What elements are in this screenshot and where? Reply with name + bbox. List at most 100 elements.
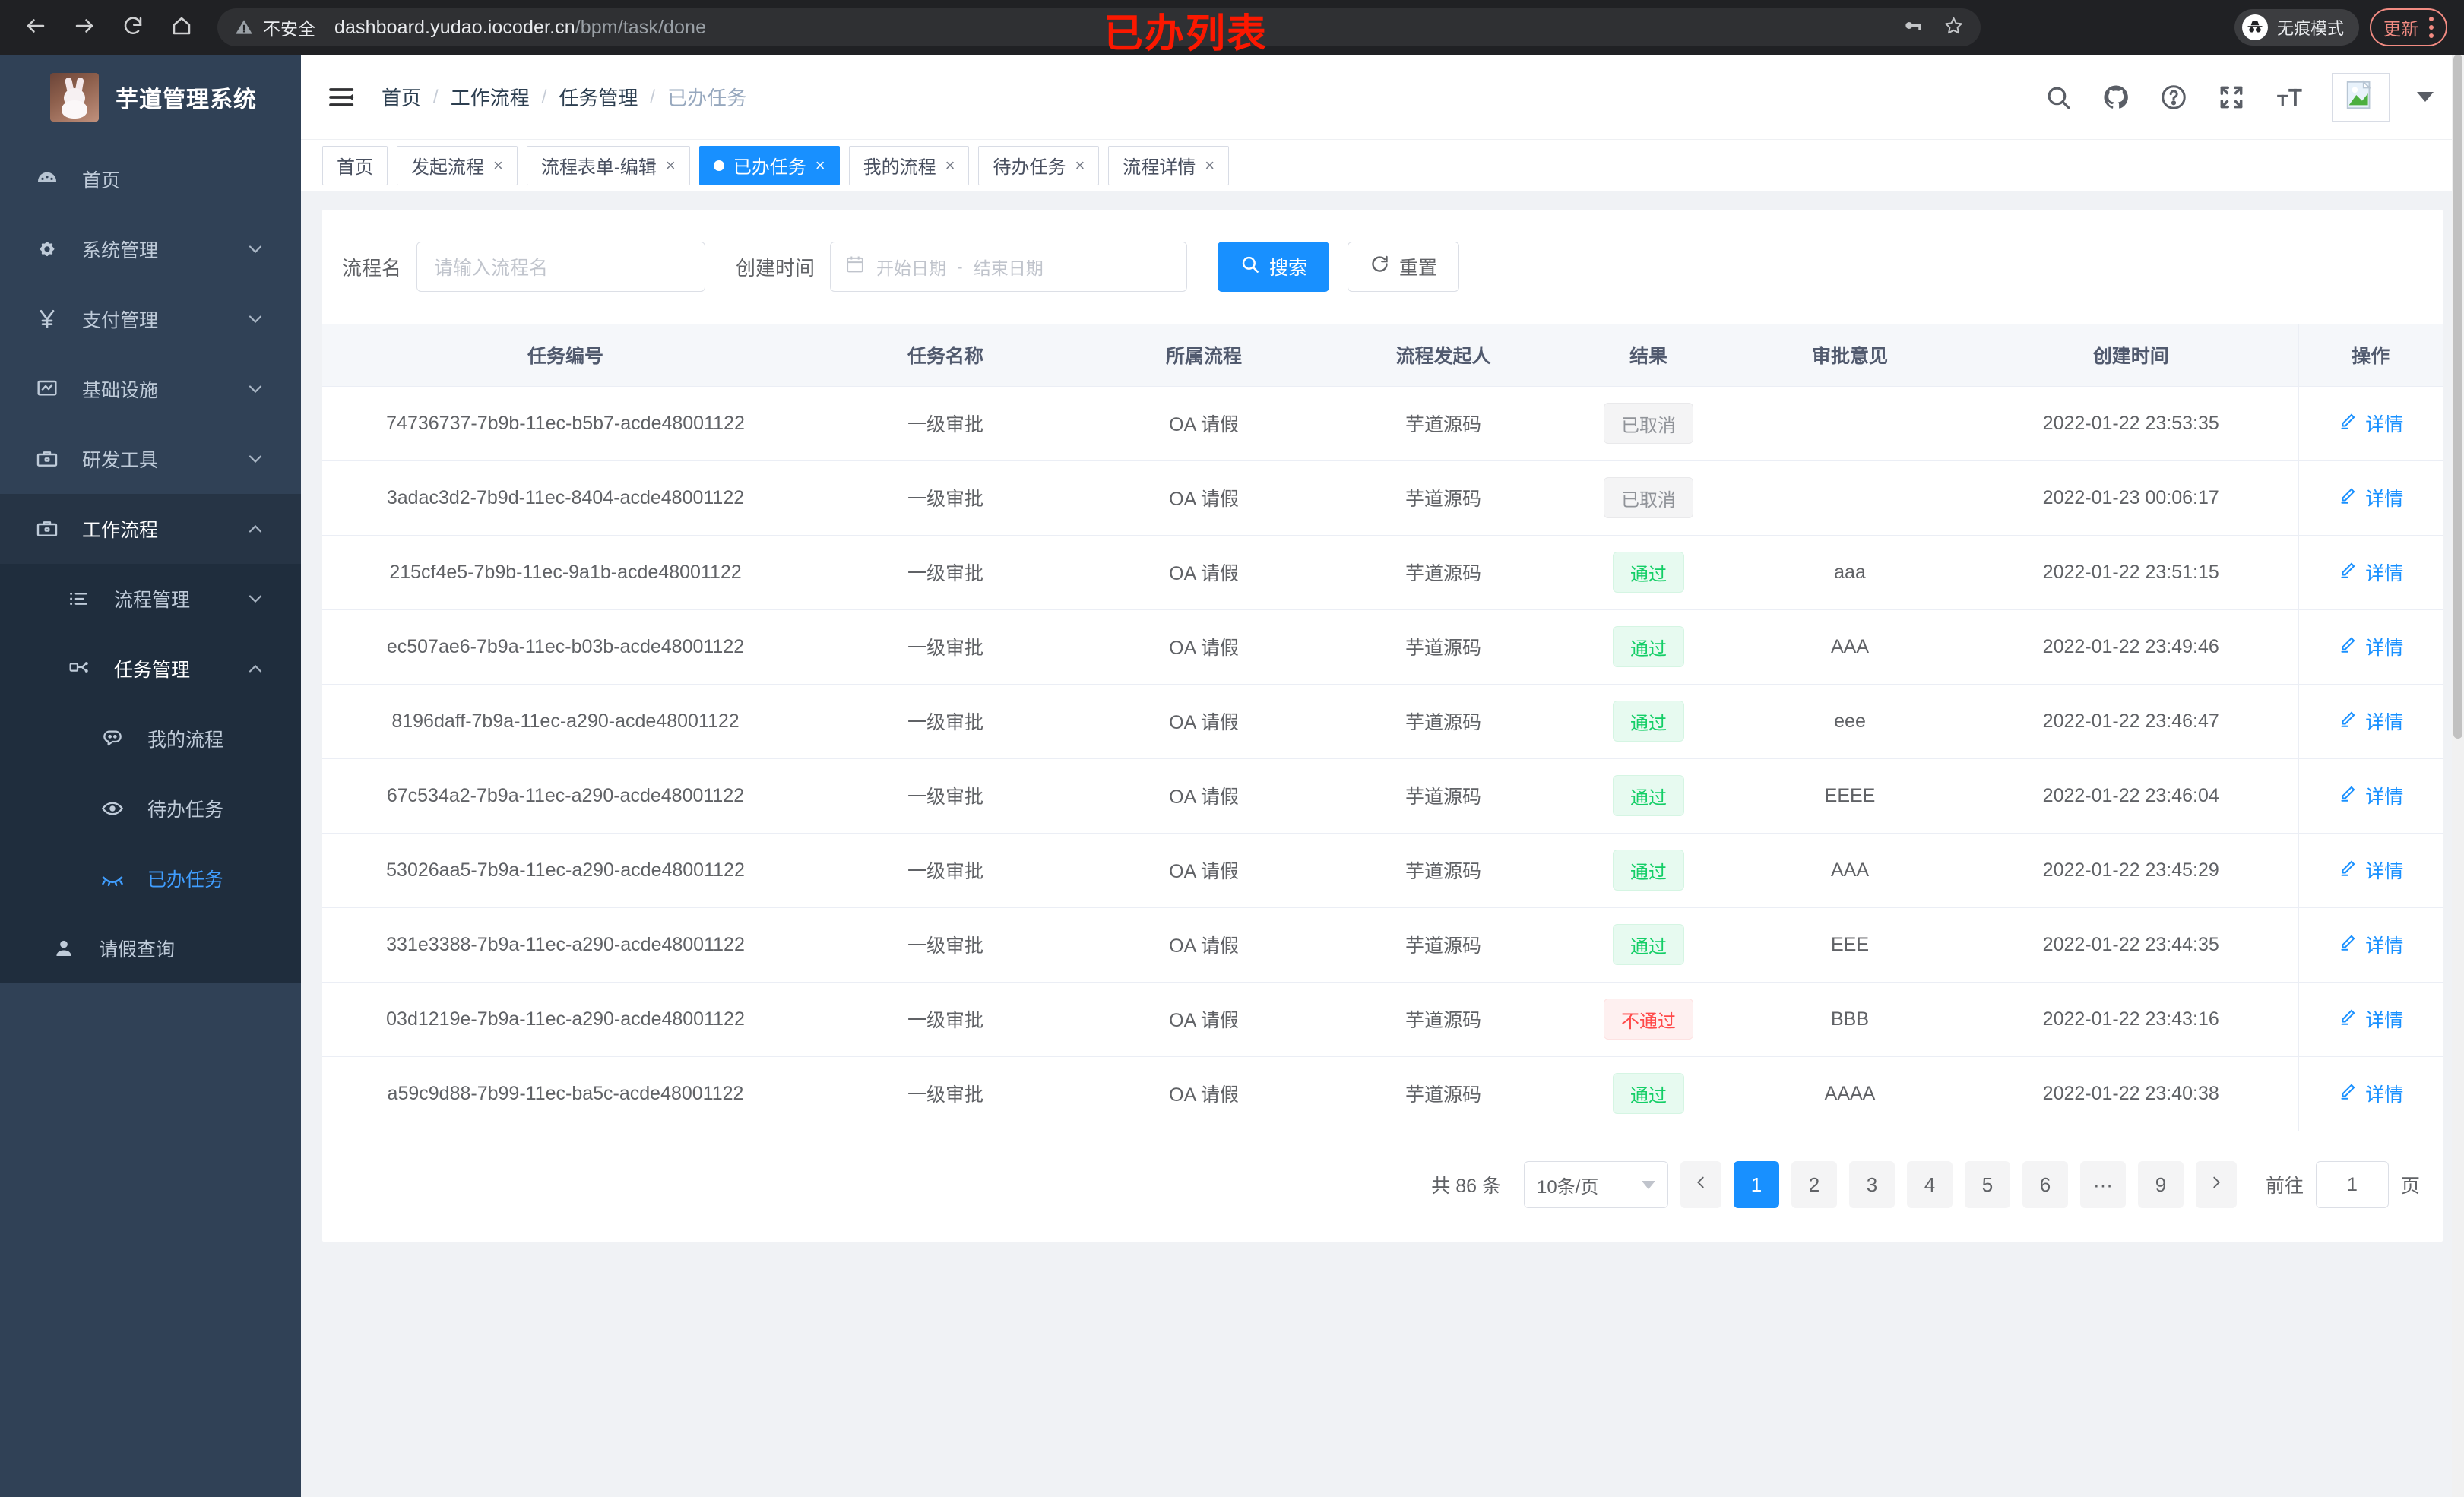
tab-bar: 首页 发起流程 × 流程表单-编辑 × 已办任务 × 我的流程 × 待办任务 × 流程详情… xyxy=(301,140,2464,191)
detail-button[interactable]: 详情 xyxy=(2338,782,2403,809)
sidebar-item-my-process[interactable]: 我的流程 xyxy=(0,704,301,774)
date-range-separator: - xyxy=(957,256,963,277)
tab-done-tasks[interactable]: 已办任务 × xyxy=(698,145,840,185)
table-row[interactable]: 331e3388-7b9a-11ec-a290-acde48001122 一级审批… xyxy=(322,907,2443,983)
table-row[interactable]: 67c534a2-7b9a-11ec-a290-acde48001122 一级审批… xyxy=(322,758,2443,834)
sidebar-item-process-management[interactable]: 流程管理 xyxy=(0,564,301,634)
table-row[interactable]: 74736737-7b9b-11ec-b5b7-acde48001122 一级审批… xyxy=(322,386,2443,461)
detail-button[interactable]: 详情 xyxy=(2338,856,2403,884)
cell-comment: eee xyxy=(1736,684,1964,759)
breadcrumb-item-task-management[interactable]: 任务管理 xyxy=(559,87,638,109)
sidebar-item-dev-tools[interactable]: 研发工具 xyxy=(0,424,301,494)
close-icon[interactable]: × xyxy=(493,155,503,175)
home-button[interactable] xyxy=(160,5,204,49)
back-button[interactable] xyxy=(14,5,58,49)
breadcrumb-separator: / xyxy=(650,86,656,107)
pagination-page-4[interactable]: 4 xyxy=(1906,1161,1953,1208)
breadcrumb-item-workflow[interactable]: 工作流程 xyxy=(450,87,530,109)
close-icon[interactable]: × xyxy=(945,155,955,175)
close-icon[interactable]: × xyxy=(1205,155,1215,175)
tab-start-process[interactable]: 发起流程 × xyxy=(397,145,518,185)
tab-process-detail[interactable]: 流程详情 × xyxy=(1108,145,1230,185)
detail-button[interactable]: 详情 xyxy=(2338,410,2403,437)
tab-my-process[interactable]: 我的流程 × xyxy=(848,145,970,185)
close-icon[interactable]: × xyxy=(665,155,676,175)
sidebar-item-task-management[interactable]: 任务管理 xyxy=(0,634,301,704)
scrollbar-thumb[interactable] xyxy=(2453,55,2462,739)
pagination-prev-button[interactable] xyxy=(1680,1161,1721,1208)
cell-result: 通过 xyxy=(1561,758,1736,834)
pagination-next-button[interactable] xyxy=(2195,1161,2237,1208)
github-icon[interactable] xyxy=(2101,82,2131,112)
detail-button[interactable]: 详情 xyxy=(2338,931,2403,958)
pagination-ellipsis[interactable]: ··· xyxy=(2079,1161,2126,1208)
hamburger-menu-icon[interactable] xyxy=(327,82,357,112)
sidebar-item-workflow[interactable]: 工作流程 xyxy=(0,494,301,564)
sidebar-item-home[interactable]: 首页 xyxy=(0,144,301,214)
kebab-menu-icon[interactable] xyxy=(2429,17,2434,38)
sidebar-item-label: 首页 xyxy=(82,170,121,191)
sidebar-item-infrastructure[interactable]: 基础设施 xyxy=(0,354,301,424)
fullscreen-icon[interactable] xyxy=(2216,82,2247,112)
page-size-select[interactable]: 10条/页 xyxy=(1523,1161,1668,1208)
page-scrollbar[interactable] xyxy=(2452,55,2464,1497)
table-row[interactable]: 03d1219e-7b9a-11ec-a290-acde48001122 一级审批… xyxy=(322,982,2443,1057)
pagination-page-3[interactable]: 3 xyxy=(1848,1161,1895,1208)
detail-button[interactable]: 详情 xyxy=(2338,484,2403,511)
sidebar-item-todo-tasks[interactable]: 待办任务 xyxy=(0,774,301,843)
close-icon[interactable]: × xyxy=(815,155,825,175)
detail-button[interactable]: 详情 xyxy=(2338,707,2403,735)
pagination-page-5[interactable]: 5 xyxy=(1964,1161,2010,1208)
pagination-page-2[interactable]: 2 xyxy=(1791,1161,1837,1208)
detail-button[interactable]: 详情 xyxy=(2338,633,2403,660)
create-time-range-picker[interactable]: 开始日期 - 结束日期 xyxy=(830,242,1188,292)
pagination-page-6[interactable]: 6 xyxy=(2022,1161,2068,1208)
filter-bar: 流程名 请输入流程名 创建时间 开始日期 - 结束日期 xyxy=(322,210,2443,324)
password-key-icon[interactable] xyxy=(1903,15,1924,40)
reset-button[interactable]: 重置 xyxy=(1348,242,1460,292)
table-row[interactable]: 53026aa5-7b9a-11ec-a290-acde48001122 一级审批… xyxy=(322,833,2443,908)
sidebar-item-system[interactable]: 系统管理 xyxy=(0,214,301,284)
update-button[interactable]: 更新 xyxy=(2370,8,2447,46)
tab-process-form-edit[interactable]: 流程表单-编辑 × xyxy=(526,145,690,185)
chevron-down-icon[interactable] xyxy=(2417,92,2434,102)
table-row[interactable]: 3adac3d2-7b9d-11ec-8404-acde48001122 一级审批… xyxy=(322,460,2443,536)
help-circle-icon[interactable] xyxy=(2158,82,2189,112)
table-row[interactable]: a59c9d88-7b99-11ec-ba5c-acde48001122 一级审批… xyxy=(322,1056,2443,1131)
avatar[interactable] xyxy=(2332,72,2390,122)
cell-process: OA 请假 xyxy=(1169,1084,1239,1106)
font-size-icon[interactable] xyxy=(2274,82,2304,112)
brand[interactable]: 芋道管理系统 xyxy=(0,55,301,140)
incognito-indicator[interactable]: 无痕模式 xyxy=(2234,9,2359,46)
search-button[interactable]: 搜索 xyxy=(1218,242,1330,292)
table-row[interactable]: 215cf4e5-7b9b-11ec-9a1b-acde48001122 一级审批… xyxy=(322,535,2443,610)
detail-button-label: 详情 xyxy=(2365,563,2404,584)
address-bar[interactable]: 不安全 dashboard.yudao.iocoder.cn/bpm/task/… xyxy=(217,8,1981,46)
forward-button[interactable] xyxy=(62,5,106,49)
search-icon[interactable] xyxy=(2043,82,2073,112)
table-row[interactable]: 8196daff-7b9a-11ec-a290-acde48001122 一级审批… xyxy=(322,684,2443,759)
cell-created-time: 2022-01-22 23:44:35 xyxy=(1964,907,2298,983)
chevron-right-icon xyxy=(2208,1173,2225,1198)
tab-home[interactable]: 首页 xyxy=(322,145,388,185)
breadcrumb-item-home[interactable]: 首页 xyxy=(382,87,422,109)
cell-task-id: ec507ae6-7b9a-11ec-b03b-acde48001122 xyxy=(322,609,809,685)
reload-button[interactable] xyxy=(111,5,155,49)
process-name-input[interactable]: 请输入流程名 xyxy=(416,242,706,292)
bookmark-star-icon[interactable] xyxy=(1943,15,1964,40)
sidebar-item-leave-query[interactable]: 请假查询 xyxy=(0,913,301,983)
detail-button[interactable]: 详情 xyxy=(2338,1080,2403,1107)
detail-button[interactable]: 详情 xyxy=(2338,1005,2403,1033)
table-row[interactable]: ec507ae6-7b9a-11ec-b03b-acde48001122 一级审批… xyxy=(322,609,2443,685)
detail-button[interactable]: 详情 xyxy=(2338,559,2403,586)
pagination-page-1[interactable]: 1 xyxy=(1733,1161,1779,1208)
close-icon[interactable]: × xyxy=(1075,155,1085,175)
sidebar-item-done-tasks[interactable]: 已办任务 xyxy=(0,843,301,913)
pagination-jump-input[interactable]: 1 xyxy=(2315,1161,2389,1208)
column-header-task-name: 任务名称 xyxy=(809,324,1082,387)
pagination-page-9[interactable]: 9 xyxy=(2137,1161,2184,1208)
edit-pencil-icon xyxy=(2338,635,2358,660)
tab-todo-tasks[interactable]: 待办任务 × xyxy=(978,145,1100,185)
cell-result: 已取消 xyxy=(1561,460,1736,536)
sidebar-item-payment[interactable]: 支付管理 xyxy=(0,284,301,354)
